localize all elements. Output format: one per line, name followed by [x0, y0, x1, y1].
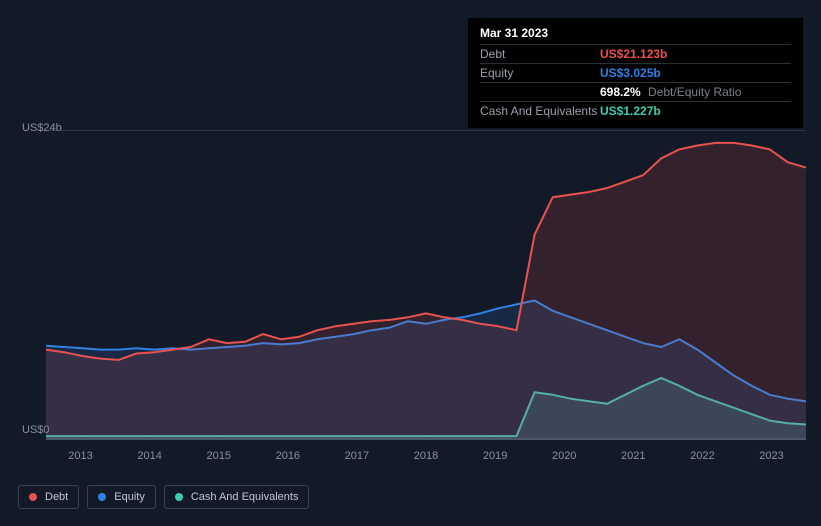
tooltip-label	[480, 85, 600, 99]
chart-svg	[46, 130, 806, 440]
tooltip-row-cash: Cash And Equivalents US$1.227b	[480, 101, 791, 120]
tooltip-label: Debt	[480, 47, 600, 61]
x-axis-label: 2013	[46, 450, 115, 462]
legend-item-debt[interactable]: Debt	[18, 485, 79, 509]
tooltip-value: US$1.227b	[600, 104, 661, 118]
tooltip-date: Mar 31 2023	[480, 26, 791, 44]
x-axis-label: 2019	[461, 450, 530, 462]
tooltip-label: Equity	[480, 66, 600, 80]
x-axis-label: 2015	[184, 450, 253, 462]
x-axis-label: 2017	[322, 450, 391, 462]
tooltip-label: Cash And Equivalents	[480, 104, 600, 118]
x-axis-label: 2021	[599, 450, 668, 462]
tooltip-value: US$21.123b	[600, 47, 667, 61]
x-axis-labels: 2013201420152016201720182019202020212022…	[46, 450, 806, 462]
legend-label: Equity	[114, 491, 145, 503]
legend-item-cash-and-equivalents[interactable]: Cash And Equivalents	[164, 485, 310, 509]
x-axis-label: 2018	[391, 450, 460, 462]
legend-dot-icon	[98, 493, 106, 501]
tooltip-ratio-value: 698.2%	[600, 85, 641, 99]
legend-label: Cash And Equivalents	[191, 491, 299, 503]
x-axis-label: 2023	[737, 450, 806, 462]
x-axis-label: 2020	[530, 450, 599, 462]
x-axis-label: 2016	[253, 450, 322, 462]
x-axis-label: 2022	[668, 450, 737, 462]
x-axis-label: 2014	[115, 450, 184, 462]
legend-item-equity[interactable]: Equity	[87, 485, 156, 509]
legend-dot-icon	[29, 493, 37, 501]
tooltip-row-debt: Debt US$21.123b	[480, 44, 791, 63]
chart-area[interactable]: US$24b US$0 2013201420152016201720182019…	[16, 120, 805, 470]
tooltip-value: US$3.025b	[600, 66, 661, 80]
legend-label: Debt	[45, 491, 68, 503]
legend: Debt Equity Cash And Equivalents	[18, 485, 309, 509]
tooltip-row-equity: Equity US$3.025b	[480, 63, 791, 82]
tooltip-ratio-label: Debt/Equity Ratio	[648, 85, 741, 99]
chart-tooltip: Mar 31 2023 Debt US$21.123b Equity US$3.…	[468, 18, 803, 128]
tooltip-row-ratio: 698.2% Debt/Equity Ratio	[480, 82, 791, 101]
legend-dot-icon	[175, 493, 183, 501]
